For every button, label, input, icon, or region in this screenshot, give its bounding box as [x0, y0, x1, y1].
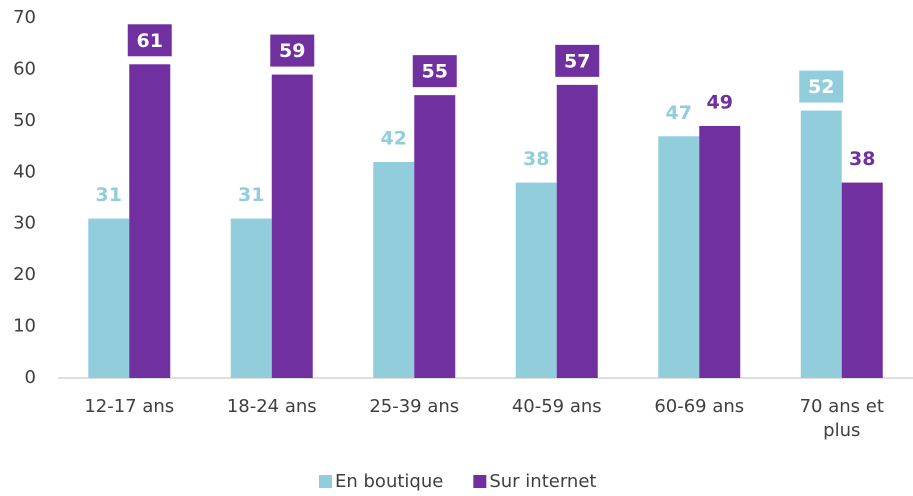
y-tick-label: 20	[13, 264, 36, 285]
x-tick-label: 40-59 ans	[511, 396, 602, 417]
y-tick-label: 60	[13, 58, 36, 79]
data-label: 47	[666, 102, 692, 124]
data-label: 55	[422, 61, 448, 83]
label-box	[799, 70, 844, 103]
label-box	[270, 34, 315, 67]
y-tick-label: 30	[13, 213, 36, 234]
data-label: 38	[849, 148, 875, 170]
bar	[373, 162, 415, 378]
data-label: 57	[564, 50, 590, 72]
legend-label: En boutique	[335, 471, 443, 492]
bar	[88, 218, 130, 378]
bar	[658, 136, 700, 378]
data-label: 42	[381, 128, 407, 150]
bar	[230, 218, 272, 378]
bar	[556, 84, 598, 378]
y-tick-label: 70	[13, 7, 36, 28]
x-tick-label: 12-17 ans	[84, 396, 175, 417]
legend-swatch	[473, 475, 487, 488]
data-label: 59	[279, 40, 305, 62]
data-label: 52	[808, 76, 834, 98]
y-tick-label: 40	[13, 161, 36, 182]
legend-swatch	[319, 475, 332, 488]
y-tick-label: 10	[13, 316, 36, 337]
x-tick-label: 18-24 ans	[226, 396, 317, 417]
data-label: 31	[238, 184, 264, 206]
bar	[414, 95, 456, 379]
bar	[515, 182, 557, 378]
data-label: 49	[707, 92, 733, 114]
label-box	[555, 44, 600, 77]
data-label: 38	[523, 148, 549, 170]
y-tick-label: 0	[25, 367, 36, 388]
y-tick-label: 50	[13, 110, 36, 131]
label-box	[412, 55, 457, 88]
bar	[699, 126, 741, 378]
x-tick-label: 70 ans et plus	[799, 396, 884, 441]
bar	[271, 74, 313, 379]
bar	[841, 182, 883, 378]
data-label: 61	[137, 30, 163, 52]
bar	[800, 110, 842, 379]
label-box	[127, 24, 172, 57]
bar	[129, 64, 171, 379]
legend-label: Sur internet	[489, 471, 596, 492]
data-label: 31	[96, 184, 122, 206]
x-tick-label: 25-39 ans	[369, 396, 460, 417]
x-tick-label: 60-69 ans	[654, 396, 745, 417]
